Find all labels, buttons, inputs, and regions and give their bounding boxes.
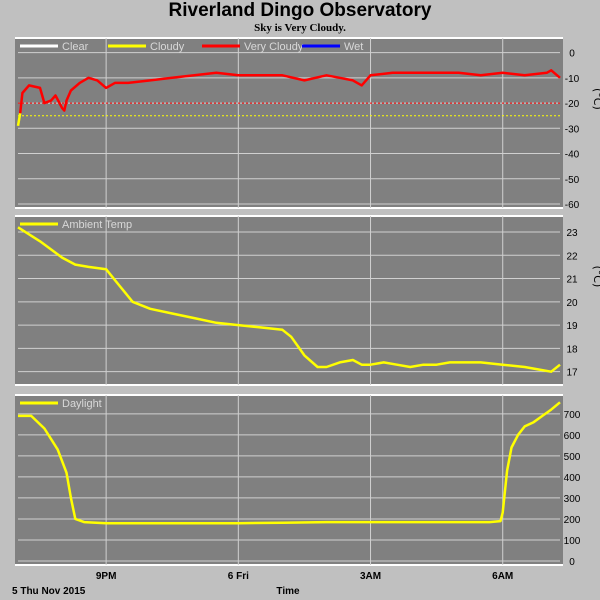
x-axis-label: Time <box>276 586 300 597</box>
page-title: Riverland Dingo Observatory <box>168 0 432 21</box>
y-tick-label: -50 <box>565 175 580 186</box>
panel-sky: 0 -10 -20 -30 -40 -50 -60 (°C) Clear Cloudy Very C… <box>15 37 600 211</box>
legend-label: Ambient Temp <box>62 219 132 231</box>
y-tick-label: 17 <box>566 368 578 379</box>
date-label: 5 Thu Nov 2015 <box>12 586 86 597</box>
y-tick-label: 20 <box>566 298 578 309</box>
y-tick-label: 100 <box>564 536 581 547</box>
y-tick-label: 700 <box>564 410 581 421</box>
y-tick-label: 400 <box>564 473 581 484</box>
y-tick-label: 300 <box>564 494 581 505</box>
series-line-cloudy <box>16 112 22 127</box>
sky-status: Sky is Very Cloudy. <box>254 22 346 34</box>
x-tick-label: 6 Fri <box>228 571 249 582</box>
series-line-daylight <box>18 401 561 525</box>
legend-label: Wet <box>344 41 363 53</box>
x-tick-label: 6AM <box>492 571 513 582</box>
y-tick-label: -30 <box>565 124 580 135</box>
legend-label: Clear <box>62 41 89 53</box>
y-tick-label: 200 <box>564 515 581 526</box>
y-tick-label: 500 <box>564 452 581 463</box>
legend-label: Cloudy <box>150 41 185 53</box>
y-tick-label: 19 <box>566 321 578 332</box>
series-line-ambient-temp <box>17 226 561 373</box>
y-unit-label: (°C) <box>591 88 600 110</box>
series-line-very-cloudy <box>18 69 561 114</box>
y-tick-label: -40 <box>565 150 580 161</box>
plot-background <box>15 38 563 208</box>
y-tick-label: 18 <box>566 344 578 355</box>
plot-background <box>15 216 563 385</box>
panel-daylight: 700 600 500 400 300 200 100 0 Daylight <box>15 394 581 568</box>
y-tick-label: 23 <box>566 228 578 239</box>
y-tick-label: 0 <box>569 49 575 60</box>
legend-label: Very Cloudy <box>244 41 304 53</box>
x-tick-label: 3AM <box>360 571 381 582</box>
y-tick-label: -10 <box>565 74 580 85</box>
y-tick-label: 22 <box>566 251 578 262</box>
y-tick-label: -20 <box>565 99 580 110</box>
y-tick-label: 21 <box>566 275 578 286</box>
x-tick-label: 9PM <box>96 571 117 582</box>
y-unit-label: (°C) <box>591 266 600 288</box>
y-tick-label: 0 <box>569 557 575 568</box>
panel-ambient: 23 22 21 20 19 18 17 (°C) Ambient Temp <box>15 215 600 386</box>
legend-label: Daylight <box>62 398 102 410</box>
y-tick-label: 600 <box>564 431 581 442</box>
y-tick-label: -60 <box>565 200 580 211</box>
